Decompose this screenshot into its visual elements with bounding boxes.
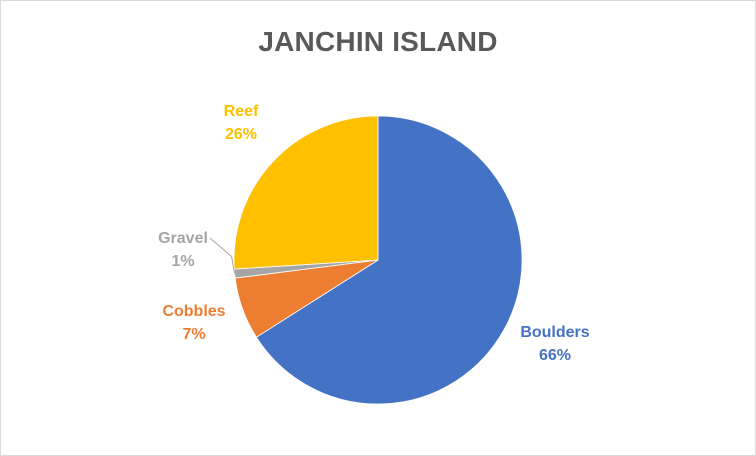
pie-slice-reef	[233, 115, 379, 270]
slice-label-boulders: Boulders 66%	[520, 324, 589, 364]
slice-category-label: Reef	[224, 103, 259, 120]
leader-lines	[209, 237, 236, 274]
slice-percent-label: 7%	[182, 326, 205, 343]
slice-category-label: Cobbles	[162, 303, 225, 320]
slice-category-label: Gravel	[158, 230, 208, 247]
slice-percent-label: 66%	[539, 347, 571, 364]
slice-label-cobbles: Cobbles 7%	[162, 303, 225, 343]
slice-label-gravel: Gravel 1%	[158, 230, 208, 270]
pie-slice-boulders	[255, 115, 523, 405]
slice-percent-label: 26%	[225, 126, 257, 143]
slice-labels: Boulders 66% Cobbles 7% Gravel 1% Reef 26%	[158, 103, 590, 364]
slice-category-label: Boulders	[520, 324, 589, 341]
pie-slices	[233, 115, 523, 405]
slice-label-reef: Reef 26%	[224, 103, 259, 143]
leader-line-gravel	[209, 237, 236, 274]
slice-percent-label: 1%	[171, 253, 194, 270]
chart-title: JANCHIN ISLAND	[258, 26, 498, 57]
